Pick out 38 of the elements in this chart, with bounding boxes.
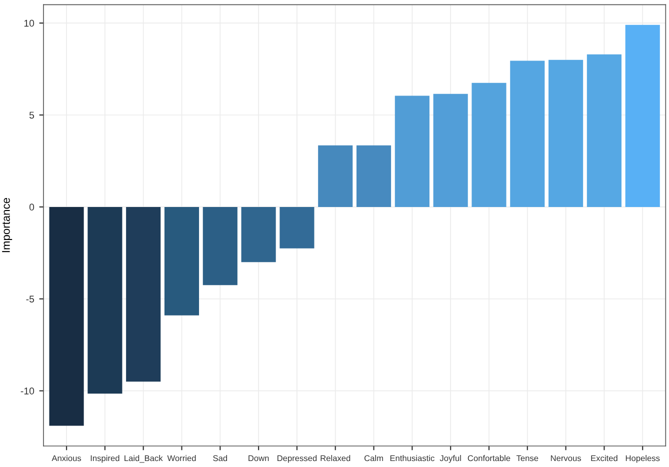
x-tick-label: Hopeless [626,455,660,463]
bar [126,206,161,382]
x-tick-label: Relaxed [320,455,350,462]
bar [356,145,392,207]
bar [510,60,545,207]
bar [202,206,238,286]
x-tick-label: Tense [516,455,538,462]
bar [394,96,430,207]
x-tick-label: Worried [167,455,196,462]
y-tick-label: 10 [24,20,34,27]
x-tick-label: Excited [591,455,618,462]
bar [625,24,660,207]
x-tick-label: Laid_Back [124,455,163,463]
x-tick-label: Nervous [550,455,582,462]
bar [88,206,122,394]
x-tick-label: Anxious [52,455,82,462]
bar [164,206,200,316]
x-tick-label: Calm [364,455,383,462]
x-tick-label: Confortable [468,455,510,462]
y-axis-title: Importance [2,198,12,252]
y-tick-label: 0 [29,204,34,211]
x-tick-label: Sad [213,455,228,462]
y-tick-label: 5 [29,112,34,119]
x-tick-label: Inspired [90,455,120,463]
bar [241,206,276,262]
bar [318,145,353,207]
x-tick-label: Joyful [440,455,461,463]
bar [433,94,468,207]
x-tick-label: Enthusiastic [390,455,434,462]
bar [586,54,622,207]
bar [472,82,506,207]
bar [548,60,584,207]
x-tick-label: Depressed [277,455,317,463]
bar [280,206,314,248]
y-tick-label: -10 [20,388,34,394]
bar [49,206,84,426]
x-tick-label: Down [248,455,269,462]
y-tick-label: -5 [26,296,34,302]
